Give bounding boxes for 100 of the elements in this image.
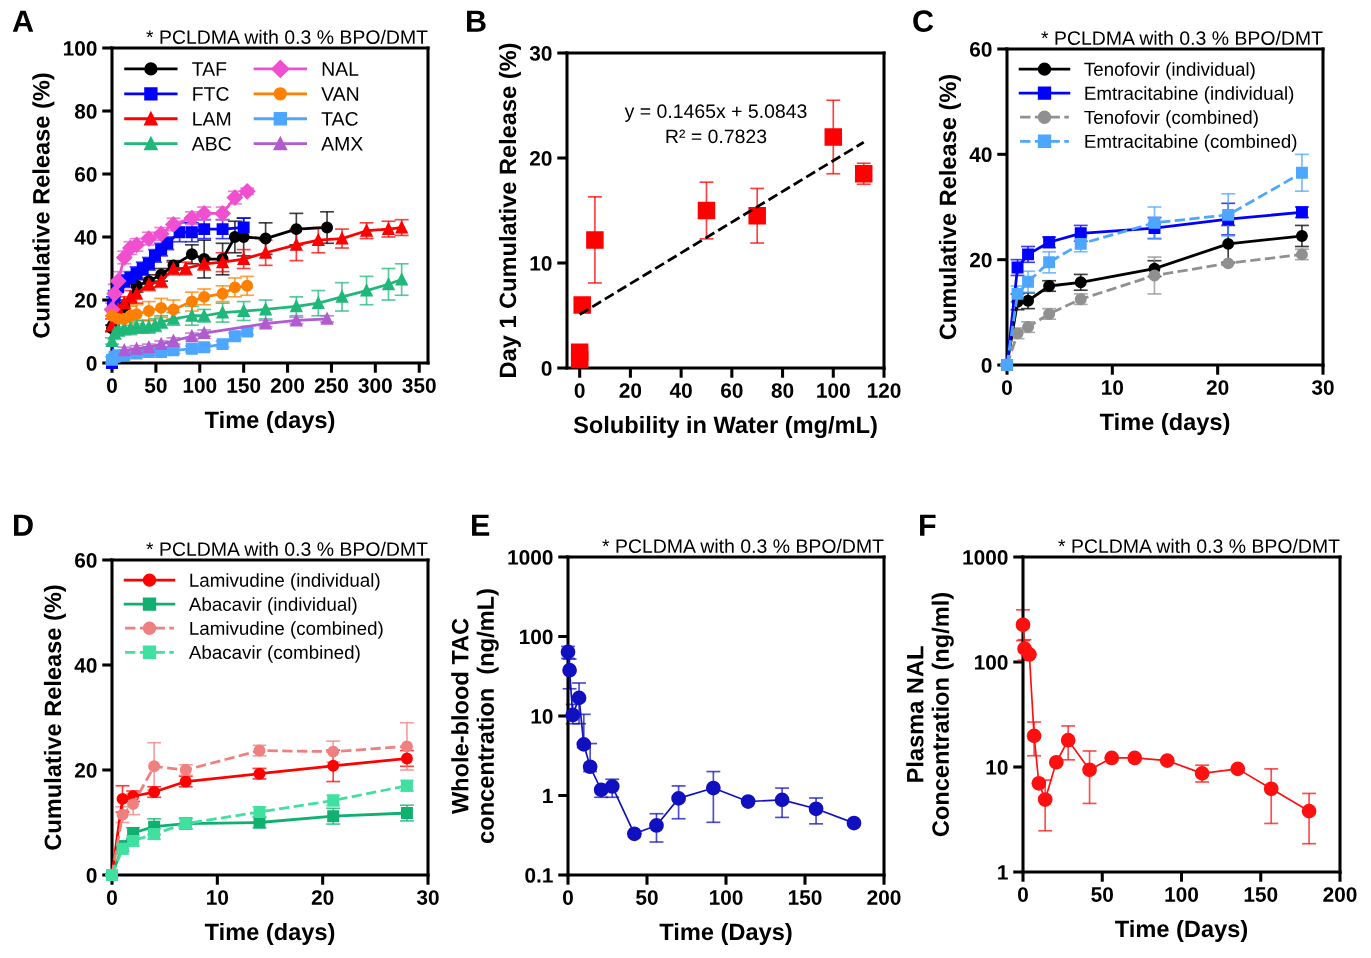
y-tick-label: 10 xyxy=(530,256,552,271)
x-tick-label: 50 xyxy=(636,890,658,905)
y-tick-label: 0 xyxy=(981,358,992,373)
x-tick-label: 300 xyxy=(358,378,392,393)
legend-label: ABC xyxy=(191,136,231,151)
chart-title: * PCLDMA with 0.3 % BPO/DMT xyxy=(146,29,428,45)
x-tick-label: 150 xyxy=(788,890,822,905)
legend-label: Emtracitabine (individual) xyxy=(1085,86,1294,104)
text: E xyxy=(472,514,490,536)
annotation: R² = 0.7823 xyxy=(666,129,767,144)
x-axis-title: Time (days) xyxy=(1099,412,1230,435)
y-tick-label: 1 xyxy=(543,788,553,804)
x-axis-title: Solubility in Water (mg/mL) xyxy=(573,415,877,439)
legend-label: FTC xyxy=(193,87,229,101)
chart-title: * PCLDMA with 0.3 % BPO/DMT xyxy=(602,538,884,554)
x-tick-label: 200 xyxy=(867,890,901,905)
x-tick-label: 200 xyxy=(270,378,305,393)
legend-label: AMX xyxy=(321,137,363,151)
x-tick-label: 0 xyxy=(574,383,585,398)
legend-label: Tenofovir (individual) xyxy=(1084,62,1255,80)
y-axis-title: Day 1 Cumulative Release (%) xyxy=(498,43,521,377)
x-tick-label: 0 xyxy=(1018,887,1028,902)
chart-title: * PCLDMA with 0.3 % BPO/DMT xyxy=(146,541,428,557)
x-tick-label: 20 xyxy=(311,890,334,905)
x-axis-title: Time (days) xyxy=(204,922,335,945)
y-tick-label: 10 xyxy=(531,709,553,724)
x-tick-label: 50 xyxy=(1091,887,1113,902)
y-tick-label: 60 xyxy=(75,167,97,182)
y-axis-title: Cumulative Release (%) xyxy=(32,73,55,338)
annotation: y = 0.1465x + 5.0843 xyxy=(624,104,807,122)
text: F xyxy=(920,514,936,536)
x-tick-label: 150 xyxy=(227,378,261,393)
x-tick-label: 0 xyxy=(107,890,117,905)
x-tick-label: 250 xyxy=(314,378,348,393)
x-tick-label: 0 xyxy=(107,378,117,393)
y-tick-label: 100 xyxy=(519,629,553,645)
legend-label: LAM xyxy=(193,112,231,126)
y-tick-label: 1000 xyxy=(508,550,553,565)
x-tick-label: 50 xyxy=(144,378,167,393)
y-tick-label: 60 xyxy=(970,42,992,57)
text: C xyxy=(913,10,934,32)
x-tick-label: 350 xyxy=(402,378,436,393)
legend-label: TAC xyxy=(321,111,358,126)
x-axis-title: Time (Days) xyxy=(659,922,792,945)
legend-label: Lamivudine (individual) xyxy=(190,573,380,591)
legend-label: Abacavir (individual) xyxy=(188,597,357,615)
x-axis-title: Time (Days) xyxy=(1115,919,1248,942)
x-tick-label: 30 xyxy=(416,890,439,905)
y-tick-label: 0 xyxy=(86,868,97,883)
x-tick-label: 60 xyxy=(721,383,743,398)
chart-title: * PCLDMA with 0.3 % BPO/DMT xyxy=(1041,30,1323,46)
x-tick-label: 200 xyxy=(1323,887,1357,902)
x-tick-label: 100 xyxy=(183,378,217,393)
legend-label: NAL xyxy=(322,62,359,76)
y-tick-label: 20 xyxy=(74,293,97,308)
y-axis-title: Whole-blood TAC concentration (ng/mL) xyxy=(451,589,499,843)
x-tick-label: 150 xyxy=(1244,887,1278,902)
y-tick-label: 20 xyxy=(74,763,97,778)
y-axis-title: Cumulative Release (%) xyxy=(43,585,66,850)
y-tick-label: 100 xyxy=(63,41,97,56)
y-tick-label: 20 xyxy=(529,151,552,166)
text: B xyxy=(467,10,486,32)
text: A xyxy=(12,10,34,32)
y-axis-title: Cumulative Release (%) xyxy=(938,74,961,340)
legend-label: Emtracitabine (combined) xyxy=(1085,134,1297,152)
x-tick-label: 0 xyxy=(563,890,573,905)
y-axis-title: Plasma NAL Concentration (ng/ml) xyxy=(906,593,954,837)
x-tick-label: 20 xyxy=(619,383,642,398)
y-tick-label: 40 xyxy=(74,658,97,673)
legend-label: VAN xyxy=(321,87,359,101)
y-tick-label: 0 xyxy=(86,356,97,371)
x-tick-label: 100 xyxy=(817,383,850,398)
text: D xyxy=(14,514,33,536)
y-tick-label: 0 xyxy=(541,361,552,376)
x-tick-label: 20 xyxy=(1206,380,1229,395)
y-tick-label: 30 xyxy=(529,46,552,61)
y-tick-label: 10 xyxy=(986,760,1008,775)
y-tick-label: 40 xyxy=(74,230,97,245)
legend-label: TAF xyxy=(192,62,227,76)
x-tick-label: 100 xyxy=(1165,887,1199,902)
legend-label: Tenofovir (combined) xyxy=(1084,110,1258,128)
x-tick-label: 30 xyxy=(1311,380,1334,395)
x-tick-label: 10 xyxy=(1102,380,1124,395)
x-tick-label: 10 xyxy=(207,890,229,905)
legend-label: Abacavir (combined) xyxy=(188,645,360,663)
x-axis-title: Time (days) xyxy=(204,410,335,433)
y-tick-label: 60 xyxy=(75,553,97,568)
y-tick-label: 40 xyxy=(969,147,992,163)
chart-title: * PCLDMA with 0.3 % BPO/DMT xyxy=(1058,538,1340,554)
x-tick-label: 100 xyxy=(709,890,743,905)
x-tick-label: 40 xyxy=(669,383,692,398)
y-tick-label: 100 xyxy=(974,655,1008,670)
y-tick-label: 20 xyxy=(969,252,992,268)
y-tick-label: 1 xyxy=(998,865,1008,880)
y-tick-label: 80 xyxy=(74,104,97,119)
y-tick-label: 0.1 xyxy=(525,868,553,883)
legend-label: Lamivudine (combined) xyxy=(190,621,383,639)
y-tick-label: 1000 xyxy=(963,550,1008,565)
x-tick-label: 80 xyxy=(771,383,794,398)
x-tick-label: 120 xyxy=(867,383,901,398)
